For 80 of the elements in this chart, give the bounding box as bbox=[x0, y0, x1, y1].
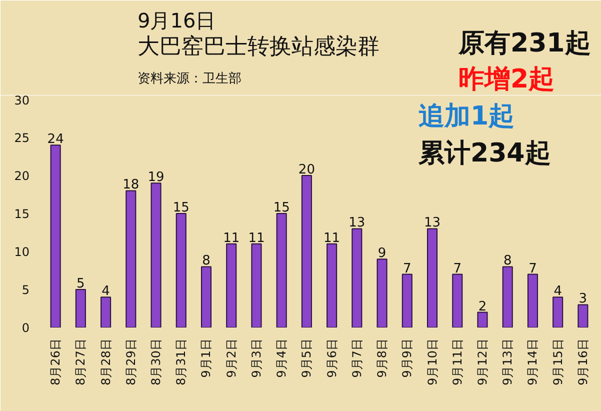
x-tick-label: 8月27日 bbox=[74, 338, 88, 386]
bar bbox=[452, 274, 463, 328]
data-label: 11 bbox=[324, 230, 340, 246]
data-label: 3 bbox=[578, 292, 588, 307]
y-tick-label: 0 bbox=[22, 321, 30, 335]
data-label: 13 bbox=[348, 216, 366, 231]
x-tick-label: 9月13日 bbox=[500, 338, 515, 386]
chart-title: 9月16日 bbox=[138, 8, 216, 32]
data-label: 2 bbox=[478, 299, 487, 314]
x-tick-label: 9月2日 bbox=[224, 338, 238, 378]
text: 昨增2起 bbox=[458, 64, 555, 94]
bar bbox=[226, 243, 237, 328]
bar bbox=[251, 243, 262, 328]
x-tick-label: 8月26日 bbox=[48, 338, 63, 386]
bar bbox=[100, 296, 112, 328]
data-label: 5 bbox=[76, 276, 85, 292]
data-label: 7 bbox=[528, 261, 537, 276]
bar bbox=[50, 144, 61, 328]
data-label: 20 bbox=[298, 162, 315, 178]
x-tick-label: 9月10日 bbox=[425, 338, 440, 386]
y-tick-label: 20 bbox=[14, 169, 30, 183]
bar bbox=[477, 312, 488, 328]
text: 资料来源：卫生部 bbox=[138, 72, 242, 86]
x-tick-label: 9月14日 bbox=[526, 338, 540, 386]
data-label: 18 bbox=[122, 178, 140, 193]
data-label: 15 bbox=[172, 200, 190, 216]
text: 原有231起 bbox=[458, 28, 591, 58]
x-tick-label: 9月4日 bbox=[274, 338, 289, 378]
data-label: 8 bbox=[202, 254, 210, 269]
data-label: 8 bbox=[503, 254, 512, 269]
y-tick-label: 30 bbox=[14, 94, 30, 108]
bar bbox=[126, 190, 136, 328]
x-tick-label: 8月29日 bbox=[124, 338, 138, 386]
bar bbox=[352, 228, 362, 328]
bar bbox=[326, 243, 338, 328]
x-tick-label: 8月30日 bbox=[149, 338, 164, 386]
x-tick-label: 9月1日 bbox=[199, 338, 214, 378]
bar bbox=[276, 213, 287, 328]
x-tick-label: 9月9日 bbox=[400, 338, 414, 378]
bar bbox=[552, 296, 564, 328]
x-tick-label: 9月12日 bbox=[475, 338, 490, 386]
data-label: 15 bbox=[273, 200, 290, 216]
x-tick-label: 9月7日 bbox=[350, 338, 364, 378]
annotation: 累计234起 bbox=[418, 138, 551, 168]
bar bbox=[75, 289, 86, 328]
data-label: 9 bbox=[378, 246, 386, 262]
x-tick-label: 8月31日 bbox=[174, 338, 188, 386]
data-label: 19 bbox=[148, 170, 164, 186]
data-label: 13 bbox=[424, 216, 441, 231]
bar bbox=[301, 175, 312, 328]
x-tick-label: 9月16日 bbox=[576, 338, 590, 386]
data-label: 7 bbox=[403, 261, 412, 276]
chart-subtitle: 大巴窑巴士转换站感染群 bbox=[138, 34, 380, 60]
y-tick-label: 5 bbox=[22, 283, 30, 297]
annotation: 追加1起 bbox=[418, 102, 515, 132]
bar bbox=[176, 213, 186, 328]
x-tick-label: 9月6日 bbox=[324, 338, 339, 378]
y-tick-label: 10 bbox=[14, 245, 30, 259]
x-tick-label: 9月5日 bbox=[300, 338, 314, 378]
data-label: 11 bbox=[223, 230, 240, 246]
data-label: 4 bbox=[102, 284, 110, 300]
data-label: 7 bbox=[453, 261, 462, 276]
y-tick-label: 15 bbox=[14, 207, 30, 221]
bar bbox=[426, 228, 438, 328]
bar bbox=[376, 258, 388, 328]
x-tick-label: 8月28日 bbox=[98, 338, 113, 386]
bar bbox=[578, 304, 588, 328]
bar bbox=[527, 274, 538, 328]
bar bbox=[502, 266, 513, 328]
x-tick-label: 9月11日 bbox=[450, 338, 464, 386]
bar bbox=[200, 266, 212, 328]
y-tick-label: 25 bbox=[14, 131, 30, 145]
data-label: 4 bbox=[554, 284, 562, 300]
bar bbox=[150, 182, 162, 328]
data-label: 11 bbox=[248, 230, 265, 246]
data-label: 24 bbox=[47, 132, 64, 148]
bar bbox=[402, 274, 412, 328]
x-tick-label: 9月15日 bbox=[550, 338, 565, 386]
x-tick-label: 9月8日 bbox=[375, 338, 390, 378]
x-tick-label: 9月3日 bbox=[249, 338, 264, 378]
